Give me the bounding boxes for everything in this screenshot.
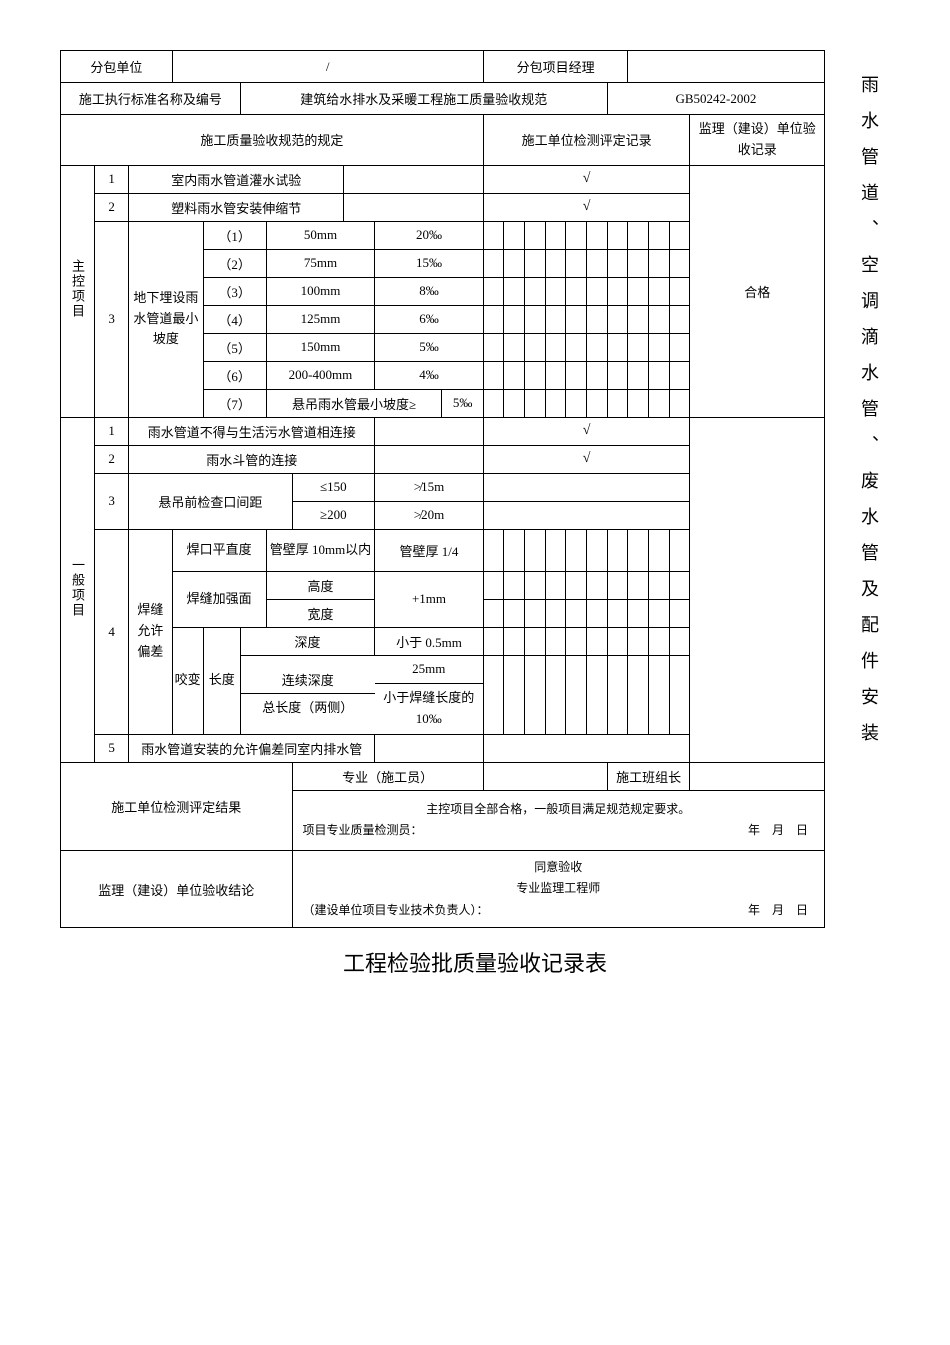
bite: 咬变	[172, 627, 203, 734]
sub-4-n: （4）	[203, 305, 266, 333]
weld-straight-cond: 管壁厚 10mm以内	[266, 529, 375, 571]
gen-row4-num: 4	[95, 529, 129, 734]
gen-row4-label: 焊缝允许偏差	[129, 529, 172, 734]
unit-conclusion: 主控项目全部合格，一般项目满足规范规定要求。 项目专业质量检测员：年 月 日	[292, 790, 824, 850]
len: 长度	[203, 627, 240, 734]
gen-row1-label: 雨水管道不得与生活污水管道相连接	[129, 417, 375, 445]
sub-pm-value	[628, 51, 825, 83]
main-row1-label: 室内雨水管道灌水试验	[129, 165, 344, 193]
sub-unit-value: /	[172, 51, 483, 83]
sub-5-size: 150mm	[266, 333, 375, 361]
main-row1-check: √	[483, 165, 690, 193]
supervisor-conclusion: 同意验收 专业监理工程师 （建设单位项目专业技术负责人）：年 月 日	[292, 850, 824, 928]
gen-row5-label: 雨水管道安装的允许偏差同室内排水管	[129, 734, 375, 762]
main-result: 合格	[690, 165, 825, 417]
sub-pm-label: 分包项目经理	[483, 51, 628, 83]
main-section-label: 主控项目	[61, 165, 95, 417]
main-row3-num: 3	[95, 221, 129, 417]
team-leader: 施工班组长	[607, 762, 690, 790]
unit-inspect-label: 施工单位检测评定记录	[483, 115, 690, 166]
total-len: 总长度（两侧）	[241, 694, 375, 723]
cont-depth-val: 25mm	[375, 656, 483, 684]
gen-row2-label: 雨水斗管的连接	[129, 445, 375, 473]
bottom-title: 工程检验批质量验收记录表	[60, 946, 890, 978]
main-row2-num: 2	[95, 193, 129, 221]
total-len-val: 小于焊缝长度的 10‰	[375, 684, 483, 734]
gen-row3b-right: ≯20m	[375, 501, 484, 529]
sub-6-n: （6）	[203, 361, 266, 389]
main-row3-label: 地下埋设雨水管道最小坡度	[129, 221, 203, 417]
sub-2-slope: 15‰	[375, 249, 484, 277]
gen-row2-num: 2	[95, 445, 129, 473]
inspection-table: 分包单位 / 分包项目经理 施工执行标准名称及编号 建筑给水排水及采暖工程施工质…	[60, 50, 825, 928]
gen-row3-label: 悬吊前检查口间距	[129, 473, 292, 529]
side-title: 雨水管道、空调滴水管、废水管及配件安装	[860, 75, 878, 759]
gen-row3b-left: ≥200	[292, 501, 375, 529]
sub-3-slope: 8‰	[375, 277, 484, 305]
main-row2-check: √	[483, 193, 690, 221]
sub-4-slope: 6‰	[375, 305, 484, 333]
gen-row5-num: 5	[95, 734, 129, 762]
weld-straight: 焊口平直度	[172, 529, 266, 571]
sub-3-size: 100mm	[266, 277, 375, 305]
weld-reinforce: 焊缝加强面	[172, 571, 266, 627]
specialty-worker: 专业（施工员）	[292, 762, 483, 790]
sub-6-size: 200-400mm	[266, 361, 375, 389]
gen-row1-num: 1	[95, 417, 129, 445]
general-section-label: 一般项目	[61, 417, 95, 762]
quality-spec-label: 施工质量验收规范的规定	[61, 115, 484, 166]
cont-depth: 连续深度	[241, 666, 375, 694]
sub-3-n: （3）	[203, 277, 266, 305]
std-code: GB50242-2002	[607, 83, 824, 115]
sub-5-slope: 5‰	[375, 333, 484, 361]
weld-straight-val: 管壁厚 1/4	[375, 529, 484, 571]
supervisor-record-label: 监理（建设）单位验收记录	[690, 115, 825, 166]
sub-7-n: （7）	[203, 389, 266, 417]
sub-4-size: 125mm	[266, 305, 375, 333]
sub-2-n: （2）	[203, 249, 266, 277]
gen-row3a-right: ≯15m	[375, 473, 484, 501]
sub-2-size: 75mm	[266, 249, 375, 277]
main-row2-label: 塑料雨水管安装伸缩节	[129, 193, 344, 221]
gen-row3-num: 3	[95, 473, 129, 529]
sub-7-size: 悬吊雨水管最小坡度≥	[266, 389, 442, 417]
height: 高度	[266, 571, 375, 599]
std-name-value: 建筑给水排水及采暖工程施工质量验收规范	[240, 83, 607, 115]
unit-result-label: 施工单位检测评定结果	[61, 762, 293, 850]
sub-5-n: （5）	[203, 333, 266, 361]
sub-6-slope: 4‰	[375, 361, 484, 389]
width: 宽度	[266, 599, 375, 627]
gen-row2-check: √	[483, 445, 690, 473]
supervisor-conclusion-label: 监理（建设）单位验收结论	[61, 850, 293, 928]
sub-7-slope: 5‰	[442, 389, 483, 417]
sub-1-n: （1）	[203, 221, 266, 249]
gen-row1-check: √	[483, 417, 690, 445]
sub-1-size: 50mm	[266, 221, 375, 249]
std-name-label: 施工执行标准名称及编号	[61, 83, 241, 115]
plus1mm: +1mm	[375, 571, 484, 627]
sub-1-slope: 20‰	[375, 221, 484, 249]
gen-row3a-left: ≤150	[292, 473, 375, 501]
sub-unit-label: 分包单位	[61, 51, 173, 83]
main-row1-num: 1	[95, 165, 129, 193]
depth: 深度	[240, 627, 374, 655]
depth-val: 小于 0.5mm	[375, 627, 484, 655]
